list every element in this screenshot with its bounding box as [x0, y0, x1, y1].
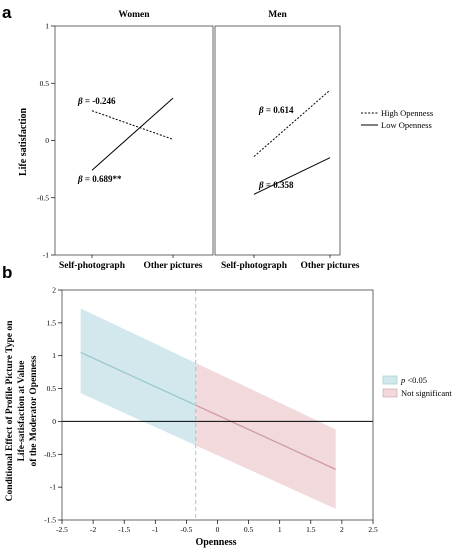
legend-high-openness: High Openness	[381, 108, 433, 118]
panel-b-ylabel-line-2: Life-satisfaction at Value	[17, 361, 27, 462]
high-openness-line	[253, 89, 331, 157]
panel-a-ytick-label: 0.5	[40, 79, 50, 88]
legend-significant-threshold: <0.05	[405, 375, 427, 385]
panel-a-facet-title: Women	[118, 10, 150, 20]
panel-a: 1 0.5 0 -0.5 -1 Women Self-photograph Other pic…	[37, 10, 360, 271]
panel-a-xtick-label: Other pictures	[143, 261, 202, 271]
panel-b-ytick-label: 0	[52, 417, 56, 426]
panel-b-ytick-label: -1	[50, 483, 56, 492]
panel-b-xtick-label: 1.5	[306, 525, 316, 534]
beta-symbol: β	[258, 180, 264, 190]
panel-b-letter: b	[2, 263, 12, 282]
panel-a-legend: High Openness Low Openness	[361, 108, 433, 130]
panel-a-frame	[54, 25, 214, 256]
panel-a-facet-title: Men	[268, 10, 287, 20]
beta-annotation: β = -0.246	[77, 96, 116, 106]
panel-b-ylabel-line-3: of the Moderator Openness	[29, 355, 39, 466]
panel-b-xtick-label: 2	[340, 525, 344, 534]
panel-b-ytick-label: 2	[52, 286, 56, 295]
beta-value: = 0.689**	[83, 174, 122, 184]
panel-b-ylabel-line-1: Conditional Effect of Profile Picture Ty…	[5, 320, 15, 502]
beta-symbol: β	[258, 105, 264, 115]
legend-not-significant: Not significant	[401, 388, 452, 398]
significant-ci-band	[80, 308, 196, 446]
panel-b-ytick-label: -1.5	[44, 516, 56, 525]
beta-annotation: β = 0.689**	[77, 174, 122, 184]
panel-b-ytick-label: 0.5	[47, 384, 57, 393]
legend-significant-swatch	[382, 375, 398, 385]
beta-value: = 0.614	[264, 105, 294, 115]
effect-line-not-significant	[195, 404, 336, 470]
panel-a-xtick-label: Self-photograph	[59, 261, 126, 271]
beta-annotation: β = 0.358	[258, 180, 294, 190]
effect-line-significant	[80, 351, 197, 406]
panel-b-ytick-label: 1.5	[47, 318, 57, 327]
panel-b-xtick-label: -1.5	[118, 525, 130, 534]
legend-significant: p <0.05	[400, 375, 427, 385]
panel-a-ytick-label: 1	[45, 22, 49, 31]
panel-b-xtick-label: 1	[278, 525, 282, 534]
beta-symbol: β	[77, 174, 83, 184]
panel-b-ytick-label: 1	[52, 351, 56, 360]
panel-a-frame	[214, 25, 341, 256]
low-openness-line	[91, 97, 174, 171]
panel-b-ylabel: Conditional Effect of Profile Picture Ty…	[5, 320, 39, 502]
panel-b-legend: p <0.05 Not significant	[382, 375, 452, 398]
panel-a-ytick-label: 0	[45, 136, 49, 145]
low-openness-line	[253, 157, 331, 195]
panel-b-ytick-label: -0.5	[44, 450, 56, 459]
beta-value: = -0.246	[83, 96, 116, 106]
not-significant-ci-band	[195, 362, 336, 509]
beta-annotation: β = 0.614	[258, 105, 294, 115]
panel-b-xtick-label: 2.5	[368, 525, 378, 534]
panel-b-xtick-label: 0.5	[244, 525, 254, 534]
panel-a-ytick-label: -1	[43, 251, 49, 260]
panel-a-xtick-label: Self-photograph	[221, 261, 288, 271]
panel-a-ylabel: Life satisfaction	[18, 108, 29, 176]
panel-b-xtick-label: -0.5	[180, 525, 192, 534]
panel-a-ytick-label: -0.5	[37, 193, 49, 202]
panel-b-xtick-label: -1	[152, 525, 158, 534]
panel-a-xtick-label: Other pictures	[300, 261, 359, 271]
beta-symbol: β	[77, 96, 83, 106]
panel-b-xtick-label: 0	[216, 525, 220, 534]
panel-b: 21.510.50-0.5-1-1.5-2.5 -2 -1.5 -1 -0.5 0 0.5 1…	[44, 286, 378, 535]
legend-significant-p: p	[400, 375, 405, 385]
panel-b-xtick-label: -2	[90, 525, 96, 534]
beta-value: = 0.358	[264, 180, 294, 190]
legend-low-openness: Low Openness	[381, 120, 432, 130]
legend-not-significant-swatch	[382, 388, 398, 398]
panel-a-letter: a	[2, 3, 12, 22]
high-openness-line	[91, 110, 174, 140]
panel-b-xtick-label: -2.5	[56, 525, 68, 534]
panel-b-xlabel: Openness	[195, 537, 236, 548]
